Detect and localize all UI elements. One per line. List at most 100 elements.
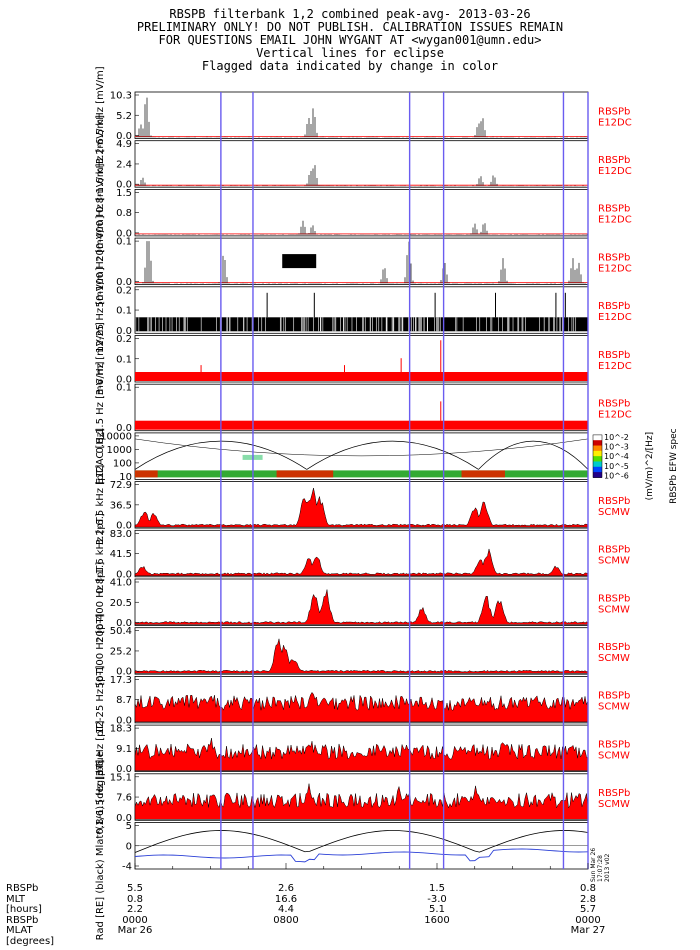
y-tick-label: 18.3 <box>110 724 132 735</box>
footer-value: Mar 27 <box>570 925 606 936</box>
y-axis-label: 0.8-1.5 Hz [pT] <box>95 760 106 835</box>
y-tick-label: 20.5 <box>110 598 132 609</box>
y-axis-label: 50-100 Hz [pT] <box>95 613 106 688</box>
series-area <box>134 638 589 674</box>
y-tick-label: 0.0 <box>116 423 132 434</box>
y-axis-label: 3-6 Hz [mV/m] <box>95 322 106 395</box>
panel-frame <box>134 140 589 188</box>
panel-tag-instrument: E12DC <box>598 215 632 226</box>
footer-value: 0.8 <box>580 883 596 894</box>
footer-label: MLT <box>6 893 25 905</box>
footer-label: RBSPb <box>6 883 39 894</box>
chart-header: RBSPB filterbank 1,2 combined peak-avg- … <box>0 8 700 73</box>
panel-tag-source: RBSPb <box>598 398 630 409</box>
colorbar-frame <box>592 434 603 478</box>
y-tick-label: 4.9 <box>116 139 132 150</box>
footer-value: 5.5 <box>127 883 143 894</box>
y-axis-label: Rad [RE] (black) Mlat*(1/6) [deg] blue <box>95 751 106 940</box>
panel-tag-instrument: SCMW <box>598 507 630 518</box>
y-tick-label: 10 <box>119 472 132 483</box>
series-area <box>134 487 589 528</box>
footer-value: 4.4 <box>278 904 294 915</box>
footer-value: 0.8 <box>127 893 143 905</box>
colorbar-segment <box>593 456 602 462</box>
y-tick-label: 0.0 <box>116 228 132 239</box>
footer-value: -3.0 <box>427 893 447 905</box>
colorbar-label: (mV/m)^2/[Hz] <box>645 432 655 501</box>
y-tick-label: 0.0 <box>116 715 132 726</box>
y-tick-label: -4 <box>122 862 132 873</box>
panel-frame <box>134 91 589 139</box>
y-tick-label: 0.1 <box>116 237 132 248</box>
panel-tag-instrument: E12DC <box>598 361 632 372</box>
y-axis-label: 3.2-6.5 kHz [pT] <box>95 464 106 545</box>
panel-tag-instrument: SCMW <box>598 702 630 713</box>
spec-band-low <box>135 470 588 478</box>
y-tick-label: 0 <box>126 841 132 852</box>
colorbar-tick-label: 10^-3 <box>604 443 629 452</box>
y-tick-label: 0.0 <box>116 521 132 532</box>
y-tick-label: 0.1 <box>116 306 132 317</box>
y-axis-label: 3-6 Hz [pT] <box>95 720 106 776</box>
footer-value: 0800 <box>273 914 299 926</box>
panel-tag-instrument: SCMW <box>598 653 630 664</box>
colorbar-tick-label: 10^-4 <box>604 452 629 461</box>
footer-value: 5.7 <box>580 904 596 915</box>
dense-band <box>135 317 588 332</box>
footer-value: 2.8 <box>580 893 596 905</box>
panel-tag-instrument: E12DC <box>598 312 632 323</box>
y-axis-label: 12-25 Hz [pT] <box>95 665 106 734</box>
y-tick-label: 72.9 <box>110 480 132 491</box>
colorbar-tick-label: 10^-6 <box>604 471 629 480</box>
spec-band-hot <box>276 470 334 478</box>
footer-value: 0000 <box>122 914 148 926</box>
colorbar-segment <box>593 461 602 468</box>
y-tick-label: 41.0 <box>110 578 132 589</box>
panel-tag-source: RBSPb <box>598 204 630 215</box>
footer-value: 1.5 <box>429 883 445 894</box>
footer-label: MLAT <box>6 925 33 936</box>
footer-value: 2.6 <box>278 883 294 894</box>
panel-tag-source: RBSPb <box>598 350 630 361</box>
y-tick-label: 0.0 <box>116 180 132 191</box>
dense-block <box>282 254 317 269</box>
y-tick-label: 8.7 <box>116 695 132 706</box>
panel-tag-source: RBSPb <box>598 106 630 117</box>
contact-line: FOR QUESTIONS EMAIL JOHN WYGANT AT <wyga… <box>158 33 542 47</box>
series-area <box>134 548 589 577</box>
y-tick-label: 10.3 <box>110 91 132 102</box>
colorbar-segment <box>593 450 602 457</box>
panel-tag-source: RBSPb <box>598 496 630 507</box>
footer-value: 16.6 <box>274 893 298 905</box>
panel-15: 5 0 -4 Rad [RE] (black) Mlat*(1/6) [deg] bl… <box>95 751 589 940</box>
flag-band <box>135 420 588 430</box>
y-tick-label: 15.1 <box>110 772 132 783</box>
footer-value: 5.1 <box>429 904 445 915</box>
panel-tag-source: RBSPb <box>598 545 630 556</box>
spec-cyclotron-curve <box>134 438 589 457</box>
colorbar-segment <box>593 472 602 478</box>
y-tick-label: 0.1 <box>116 354 132 365</box>
chart-title: RBSPB filterbank 1,2 combined peak-avg- … <box>169 7 531 21</box>
panel-tag-instrument: SCMW <box>598 604 630 615</box>
y-tick-label: 50.4 <box>110 626 132 637</box>
panel-frame <box>134 188 589 237</box>
y-tick-label: 1.5 <box>116 188 132 199</box>
radius-curve <box>134 830 589 853</box>
y-tick-label: 0.0 <box>116 764 132 775</box>
flag-note: Flagged data indicated by change in colo… <box>201 59 499 73</box>
y-tick-label: 0.0 <box>116 277 132 288</box>
y-tick-label: 0.0 <box>116 569 132 580</box>
panel-tag-instrument: SCMW <box>598 556 630 567</box>
y-tick-label: 0.1 <box>116 383 132 394</box>
y-axis-label: 50-100 Hz [mV/m] <box>95 215 106 307</box>
